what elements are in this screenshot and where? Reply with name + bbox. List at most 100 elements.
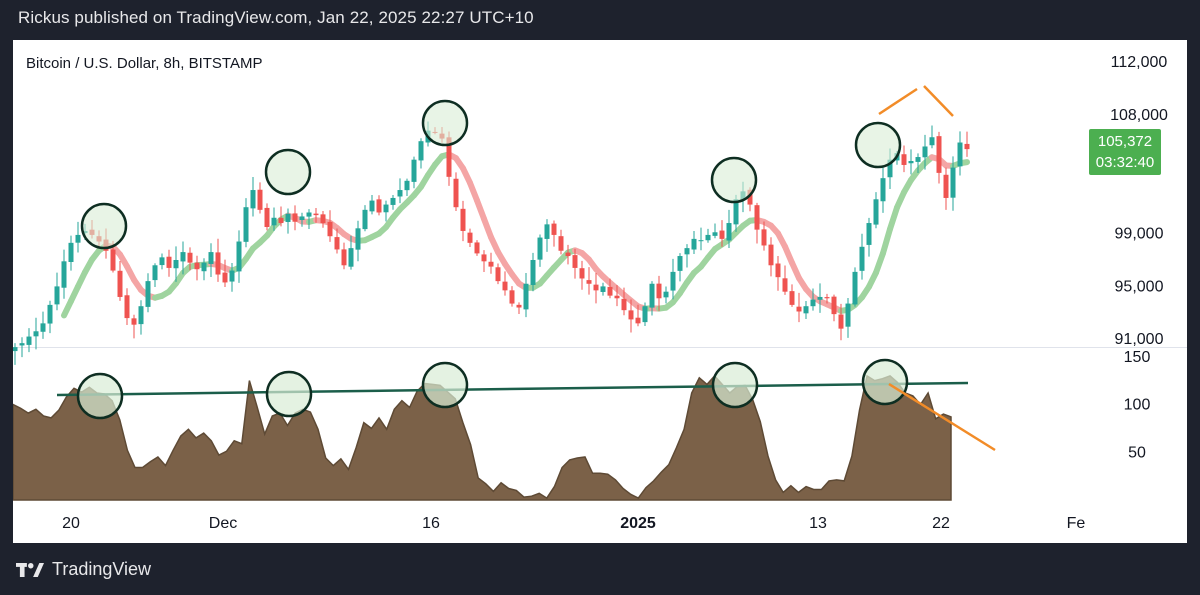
moving-average-segment	[887, 204, 900, 233]
moving-average-segment	[880, 226, 893, 257]
candle-body	[502, 281, 508, 291]
candle-body	[180, 252, 186, 262]
candle-body	[775, 263, 781, 278]
candle-body	[572, 255, 578, 268]
candle-body	[110, 249, 116, 271]
candle-body	[845, 303, 851, 327]
candle-body	[551, 223, 557, 235]
footer-brand-name: TradingView	[52, 559, 152, 579]
candle-body	[754, 205, 760, 230]
oscillator-trendline	[56, 381, 969, 397]
candle-body	[628, 310, 634, 320]
candle-body	[124, 295, 130, 319]
oscillator-peak-circle	[861, 358, 909, 406]
candle-body	[152, 265, 158, 281]
candle-body	[880, 178, 886, 202]
candle-body	[243, 207, 249, 242]
candle-body	[810, 299, 816, 307]
candle-body	[292, 213, 298, 222]
candle-body	[733, 199, 739, 225]
candle-body	[516, 304, 522, 308]
oscillator-area	[13, 374, 952, 501]
candle-body	[684, 248, 690, 255]
candle-body	[964, 143, 970, 150]
last-price-badge: 105,372 03:32:40	[1089, 129, 1161, 175]
candle-body	[824, 297, 830, 299]
candle-body	[600, 286, 606, 292]
swing-high-circle	[854, 121, 902, 169]
candle-body	[369, 200, 375, 212]
orange-falling-mark	[923, 85, 954, 117]
chart-frame[interactable]: 112,000 108,000 99,000 95,000 91,000 150 100 50…	[13, 40, 1187, 543]
swing-high-circle	[421, 99, 469, 147]
chart-title: Bitcoin / U.S. Dollar, 8h, BITSTAMP	[26, 55, 263, 72]
candle-body	[404, 180, 410, 191]
candle-body	[117, 270, 123, 297]
candle-body	[418, 141, 424, 161]
candle-body	[229, 270, 235, 282]
candle-body	[558, 236, 564, 251]
candle-body	[145, 281, 151, 307]
candle-body	[299, 216, 305, 221]
price-axis-label: 112,000	[1111, 54, 1168, 71]
candle-body	[719, 230, 725, 239]
candle-body	[341, 249, 347, 266]
candle-body	[789, 291, 795, 305]
time-axis-label: 22	[932, 515, 950, 532]
candle-body	[285, 213, 291, 222]
candle-body	[537, 237, 543, 260]
candle-body	[663, 291, 669, 298]
candle-body	[250, 190, 256, 209]
candle-body	[446, 137, 452, 177]
candle-body	[264, 207, 270, 227]
candle-body	[131, 318, 137, 325]
footer-brand[interactable]: TradingView	[16, 559, 151, 580]
candle-body	[320, 214, 326, 224]
candle-body	[397, 190, 403, 197]
candle-body	[54, 286, 60, 305]
oscillator-axis-label: 100	[1124, 397, 1151, 414]
oscillator-peak-circle	[265, 370, 313, 418]
oscillator-axis-label: 150	[1124, 349, 1151, 366]
candle-body	[887, 159, 893, 178]
candle-body	[866, 223, 872, 245]
candle-body	[166, 256, 172, 268]
time-axis-label: Dec	[209, 515, 237, 532]
candle-body	[936, 136, 942, 173]
published-header: Rickus published on TradingView.com, Jan…	[18, 8, 534, 27]
oscillator-divergence-line	[888, 382, 996, 452]
candle-body	[467, 232, 473, 243]
candle-body	[677, 256, 683, 271]
candle-body	[173, 260, 179, 269]
oscillator-axis-label: 50	[1128, 444, 1146, 461]
oscillator-peak-circle	[76, 372, 124, 420]
candle-body	[579, 268, 585, 279]
candle-body	[901, 154, 907, 165]
candle-body	[159, 257, 165, 266]
orange-rising-mark	[878, 87, 918, 116]
candle-body	[852, 271, 858, 305]
candle-body	[670, 271, 676, 291]
candle-body	[873, 199, 879, 225]
candle-body	[691, 238, 697, 250]
candle-body	[726, 223, 732, 241]
candle-body	[278, 217, 284, 224]
candle-body	[607, 286, 613, 296]
candle-body	[138, 306, 144, 325]
time-axis-label: 2025	[620, 515, 656, 532]
candle-body	[950, 167, 956, 198]
candle-body	[831, 296, 837, 315]
candle-body	[201, 262, 207, 272]
time-axis-label: 16	[422, 515, 440, 532]
price-axis-label: 91,000	[1115, 331, 1164, 348]
candle-body	[649, 283, 655, 308]
candle-body	[306, 212, 312, 217]
candle-body	[47, 304, 53, 324]
moving-average-segment	[873, 250, 886, 276]
candle-body	[355, 228, 361, 250]
candle-body	[222, 272, 228, 283]
candle-body	[453, 178, 459, 208]
candle-body	[565, 252, 571, 257]
time-axis-label: 13	[809, 515, 827, 532]
